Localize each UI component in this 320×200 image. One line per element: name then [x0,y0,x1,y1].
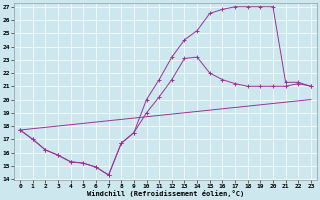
X-axis label: Windchill (Refroidissement éolien,°C): Windchill (Refroidissement éolien,°C) [87,190,244,197]
